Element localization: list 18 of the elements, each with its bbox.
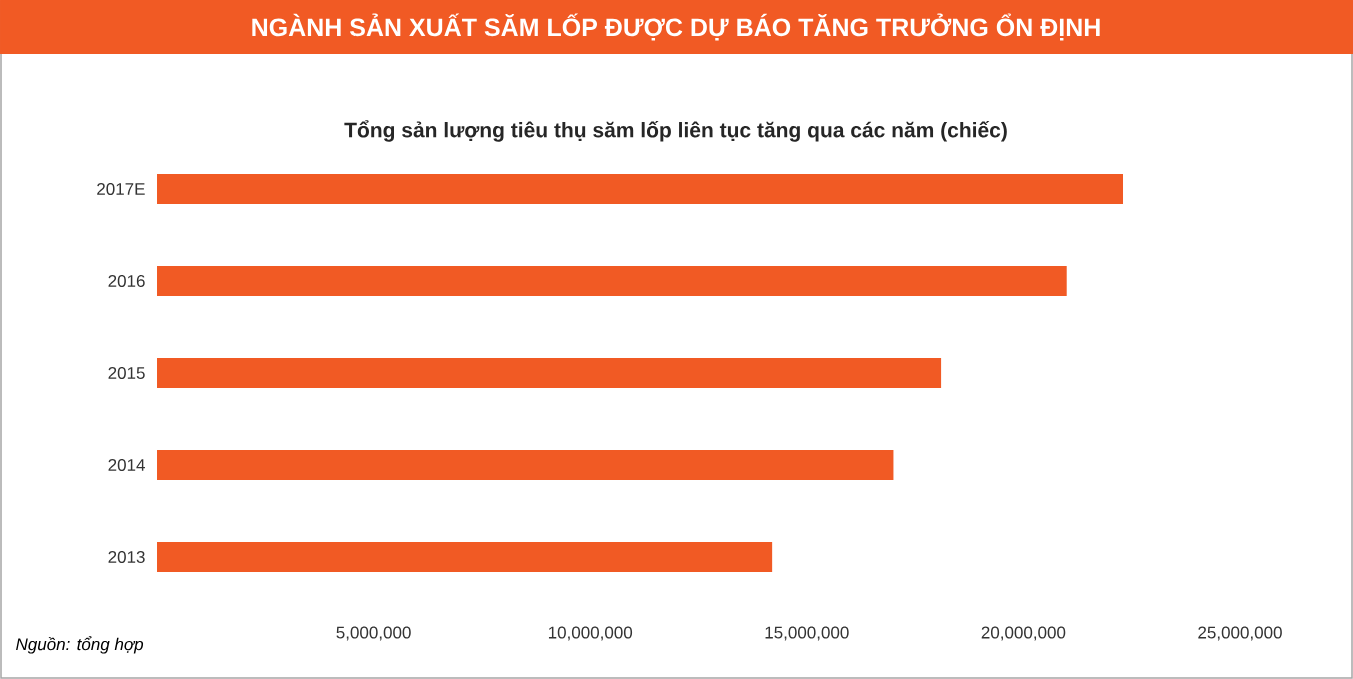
bar <box>157 265 1067 296</box>
x-tick-label: 15,000,000 <box>765 626 849 641</box>
y-tick-label: 2013 <box>108 550 145 564</box>
y-tick-label: 2017E <box>97 182 145 196</box>
bar <box>157 541 773 572</box>
chart-title: NGÀNH SẢN XUẤT SĂM LỐP ĐƯỢC DỰ BÁO TĂNG TRƯỞNG ỔN ĐỊNH <box>252 13 1100 41</box>
x-tick-label: 20,000,000 <box>981 626 1066 641</box>
bar <box>157 449 894 480</box>
text: Nguồn: tổng hợp <box>16 636 144 654</box>
y-tick-label: 2016 <box>108 274 145 288</box>
x-tick-label: 5,000,000 <box>336 626 411 641</box>
y-tick-label: 2014 <box>108 458 145 472</box>
chart-subtitle: Tổng sản lượng tiêu thụ săm lốp liên tục tăng qua các năm (chiếc) <box>344 120 1007 142</box>
y-tick-label: 2015 <box>108 366 145 380</box>
bar <box>157 357 942 388</box>
x-tick-label: 10,000,000 <box>548 626 633 641</box>
x-tick-label: 25,000,000 <box>1198 626 1282 641</box>
bar <box>157 173 1124 204</box>
